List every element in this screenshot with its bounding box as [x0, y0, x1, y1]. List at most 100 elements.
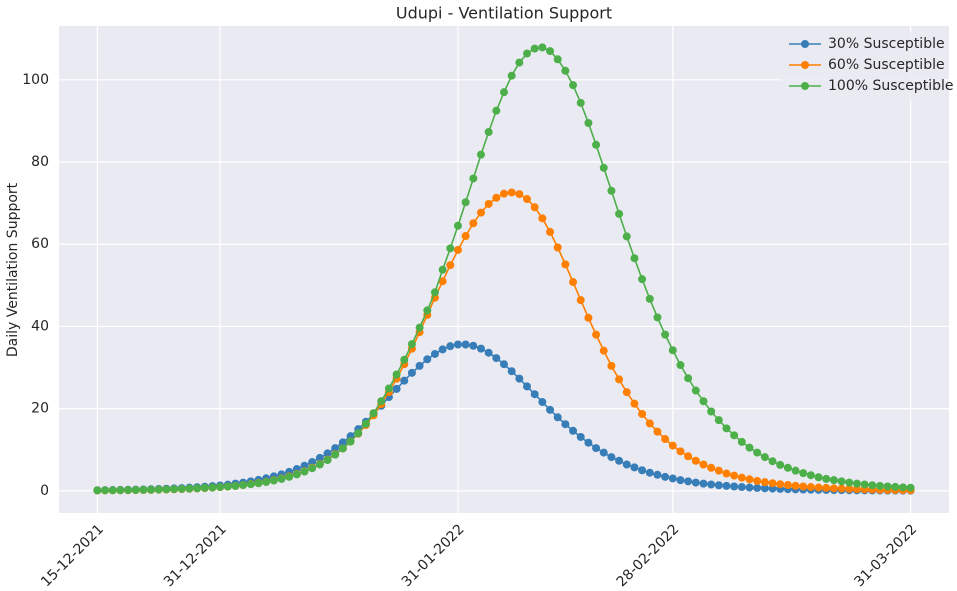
point [745, 475, 754, 484]
legend-box [781, 32, 943, 100]
point [139, 485, 148, 494]
point [852, 485, 861, 494]
point [791, 481, 800, 490]
y-axis-label: Daily Ventilation Support [5, 182, 21, 357]
point [645, 468, 654, 477]
point [361, 419, 370, 428]
point [338, 438, 347, 447]
point [883, 482, 892, 491]
point [561, 66, 570, 75]
point [315, 460, 324, 469]
point [615, 375, 624, 384]
point [492, 193, 501, 202]
point [814, 473, 823, 482]
point [630, 463, 639, 472]
point [561, 420, 570, 429]
point [546, 47, 555, 56]
point [653, 313, 662, 322]
point [691, 478, 700, 487]
point [430, 349, 439, 358]
point [722, 481, 731, 490]
point [745, 483, 754, 492]
point [737, 483, 746, 492]
point [630, 254, 639, 263]
point [668, 474, 677, 483]
point [576, 296, 585, 305]
point [116, 486, 125, 495]
point [569, 81, 578, 90]
point [814, 483, 823, 492]
point [684, 452, 693, 461]
point [837, 484, 846, 493]
point [676, 447, 685, 456]
point [392, 370, 401, 379]
point [806, 471, 815, 480]
point [776, 460, 785, 469]
point [546, 405, 555, 414]
point [354, 429, 363, 438]
point [722, 469, 731, 478]
point [607, 186, 616, 195]
point [162, 485, 171, 494]
point [246, 480, 255, 489]
point [599, 163, 608, 172]
point [346, 437, 355, 446]
point [753, 476, 762, 485]
point [323, 455, 332, 464]
y-tick-label: 80 [31, 154, 49, 170]
point [569, 426, 578, 435]
point [668, 346, 677, 355]
point [438, 265, 447, 274]
point [538, 398, 547, 407]
point [392, 384, 401, 393]
point [453, 340, 462, 349]
point [630, 399, 639, 408]
point [308, 458, 317, 467]
point [93, 486, 102, 495]
point [476, 150, 485, 159]
y-tick-label: 60 [31, 236, 49, 252]
point [760, 478, 769, 487]
point [453, 245, 462, 254]
point [837, 477, 846, 486]
point [553, 413, 562, 422]
point [101, 486, 110, 495]
point [730, 471, 739, 480]
point [707, 463, 716, 472]
point [799, 469, 808, 478]
point [852, 479, 861, 488]
point [553, 243, 562, 252]
x-tick-label: 31-03-2022 [851, 521, 920, 590]
point [507, 188, 516, 197]
point [592, 444, 601, 453]
point [277, 474, 286, 483]
point [768, 457, 777, 466]
point [538, 43, 547, 52]
legend-marker [801, 61, 809, 69]
point [461, 340, 470, 349]
point [584, 313, 593, 322]
point [476, 344, 485, 353]
point [446, 244, 455, 253]
point [124, 486, 133, 495]
point [231, 481, 240, 490]
point [707, 407, 716, 416]
point [108, 486, 117, 495]
point [760, 453, 769, 462]
point [829, 484, 838, 493]
point [438, 277, 447, 286]
point [523, 195, 532, 204]
point [407, 340, 416, 349]
point [638, 275, 647, 284]
point [860, 480, 869, 489]
point [607, 453, 616, 462]
point [530, 390, 539, 399]
point [599, 346, 608, 355]
point [546, 227, 555, 236]
point [453, 221, 462, 230]
point [254, 479, 263, 488]
point [607, 361, 616, 370]
point [661, 472, 670, 481]
point [753, 483, 762, 492]
point [668, 441, 677, 450]
